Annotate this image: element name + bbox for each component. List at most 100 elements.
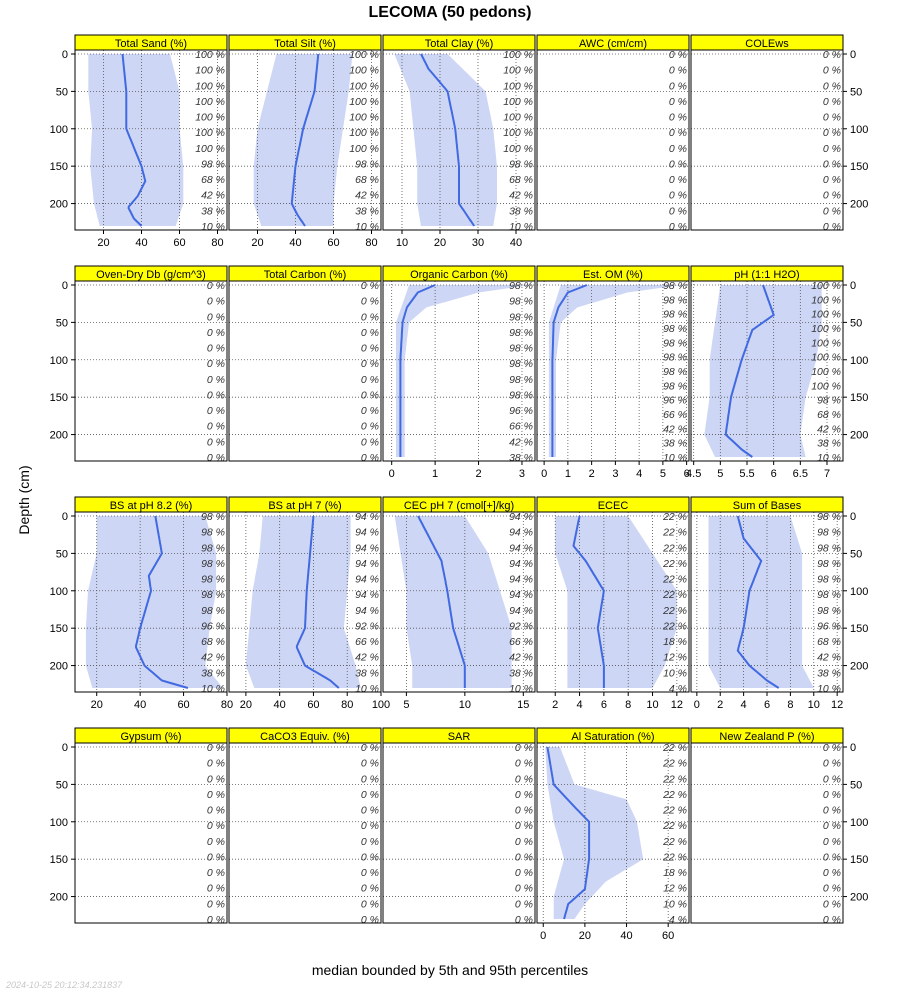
percent-label: 94 %	[509, 511, 533, 523]
x-tick-label: 40	[134, 699, 146, 711]
panel-label: COLEws	[745, 38, 789, 50]
chart-title: LECOMA (50 pedons)	[368, 4, 532, 21]
x-tick-label: 10	[459, 699, 471, 711]
x-tick-label: 6	[764, 699, 770, 711]
percent-label: 22 %	[662, 589, 687, 601]
median-line	[546, 746, 591, 920]
percent-label: 100 %	[349, 112, 379, 124]
percent-label: 0 %	[207, 343, 225, 355]
percentile-band	[88, 54, 184, 226]
x-tick-label: 60	[307, 699, 319, 711]
percent-label: 0 %	[823, 742, 841, 754]
percent-label: 94 %	[355, 605, 379, 617]
percent-label: 0 %	[823, 867, 841, 879]
x-tick-label: 40	[274, 699, 286, 711]
percent-label: 0 %	[515, 758, 533, 770]
percent-label: 0 %	[207, 836, 225, 848]
percent-label: 0 %	[361, 820, 379, 832]
x-tick-label: 3	[612, 468, 618, 480]
x-tick-label: 5.5	[739, 468, 754, 480]
percent-label: 0 %	[669, 96, 687, 108]
panel-frame	[536, 511, 690, 693]
percent-label: 100 %	[503, 80, 533, 92]
percent-label: 0 %	[823, 773, 841, 785]
panel-label: Est. OM (%)	[583, 269, 643, 281]
percent-label: 38 %	[663, 438, 687, 450]
x-tick-label: 80	[365, 237, 377, 249]
percent-label: 0 %	[669, 127, 687, 139]
percent-label: 0 %	[823, 914, 841, 926]
percent-label: 98 %	[817, 605, 841, 617]
percent-label: 10 %	[509, 221, 533, 233]
y-tick-label: 200	[50, 892, 68, 904]
percent-label: 96 %	[509, 405, 533, 417]
panel-frame	[228, 280, 382, 462]
percent-label: 0 %	[823, 205, 841, 217]
percent-label: 100 %	[811, 309, 841, 321]
percent-label: 10 %	[663, 452, 687, 464]
percent-label: 4 %	[669, 683, 687, 695]
percent-label: 42 %	[509, 652, 533, 664]
y-tick-label: 0	[850, 511, 856, 523]
percent-label: 68 %	[355, 174, 379, 186]
y-tick-label: 100	[50, 124, 68, 136]
percent-label: 22 %	[662, 851, 687, 863]
y-tick-label: 100	[850, 817, 868, 829]
percent-label: 98 %	[817, 542, 841, 554]
timestamp: 2024-10-25 20:12:34.231837	[6, 980, 123, 990]
percent-label: 68 %	[201, 636, 225, 648]
percent-label: 0 %	[515, 805, 533, 817]
panel-label: Organic Carbon (%)	[410, 269, 508, 281]
percent-label: 0 %	[207, 358, 225, 370]
percent-label: 42 %	[355, 190, 379, 202]
percent-label: 22 %	[662, 542, 687, 554]
y-tick-label: 50	[850, 86, 862, 98]
percent-label: 0 %	[823, 883, 841, 895]
percent-label: 0 %	[823, 789, 841, 801]
percent-label: 98 %	[817, 574, 841, 586]
panel-frame	[382, 280, 536, 462]
y-tick-label: 0	[62, 280, 68, 292]
percent-label: 96 %	[817, 620, 841, 632]
x-tick-label: 2	[589, 468, 595, 480]
percent-label: 0 %	[515, 883, 533, 895]
percent-label: 0 %	[361, 867, 379, 879]
percent-label: 0 %	[515, 773, 533, 785]
percent-label: 94 %	[509, 558, 533, 570]
x-tick-label: 100	[372, 699, 390, 711]
y-tick-label: 200	[850, 199, 868, 211]
percent-label: 98 %	[509, 374, 533, 386]
median-line	[417, 515, 466, 688]
percent-label: 0 %	[361, 374, 379, 386]
percent-label: 100 %	[503, 143, 533, 155]
percent-label: 98 %	[663, 309, 687, 321]
y-tick-label: 100	[50, 355, 68, 367]
percent-label: 0 %	[823, 65, 841, 77]
y-tick-label: 150	[50, 161, 68, 173]
percent-label: 0 %	[361, 836, 379, 848]
panel-frame	[228, 742, 382, 924]
x-tick-label: 6	[601, 699, 607, 711]
percent-label: 98 %	[817, 589, 841, 601]
y-tick-label: 200	[850, 661, 868, 673]
percent-label: 10 %	[663, 667, 687, 679]
percent-label: 38 %	[355, 205, 379, 217]
percent-label: 22 %	[662, 805, 687, 817]
percent-label: 98 %	[817, 511, 841, 523]
x-tick-label: 80	[221, 699, 233, 711]
x-tick-label: 2	[552, 699, 558, 711]
panel-label: AWC (cm/cm)	[579, 38, 647, 50]
x-tick-label: 7	[824, 468, 830, 480]
percent-label: 94 %	[509, 605, 533, 617]
percent-label: 0 %	[361, 327, 379, 339]
x-tick-label: 60	[177, 699, 189, 711]
y-tick-label: 150	[850, 161, 868, 173]
x-tick-label: 4	[741, 699, 747, 711]
percent-label: 22 %	[662, 605, 687, 617]
panel-label: BS at pH 8.2 (%)	[110, 500, 193, 512]
x-tick-label: 10	[808, 699, 820, 711]
percent-label: 22 %	[662, 773, 687, 785]
percent-label: 22 %	[662, 758, 687, 770]
panel-frame	[536, 280, 690, 462]
y-tick-label: 50	[56, 548, 68, 560]
